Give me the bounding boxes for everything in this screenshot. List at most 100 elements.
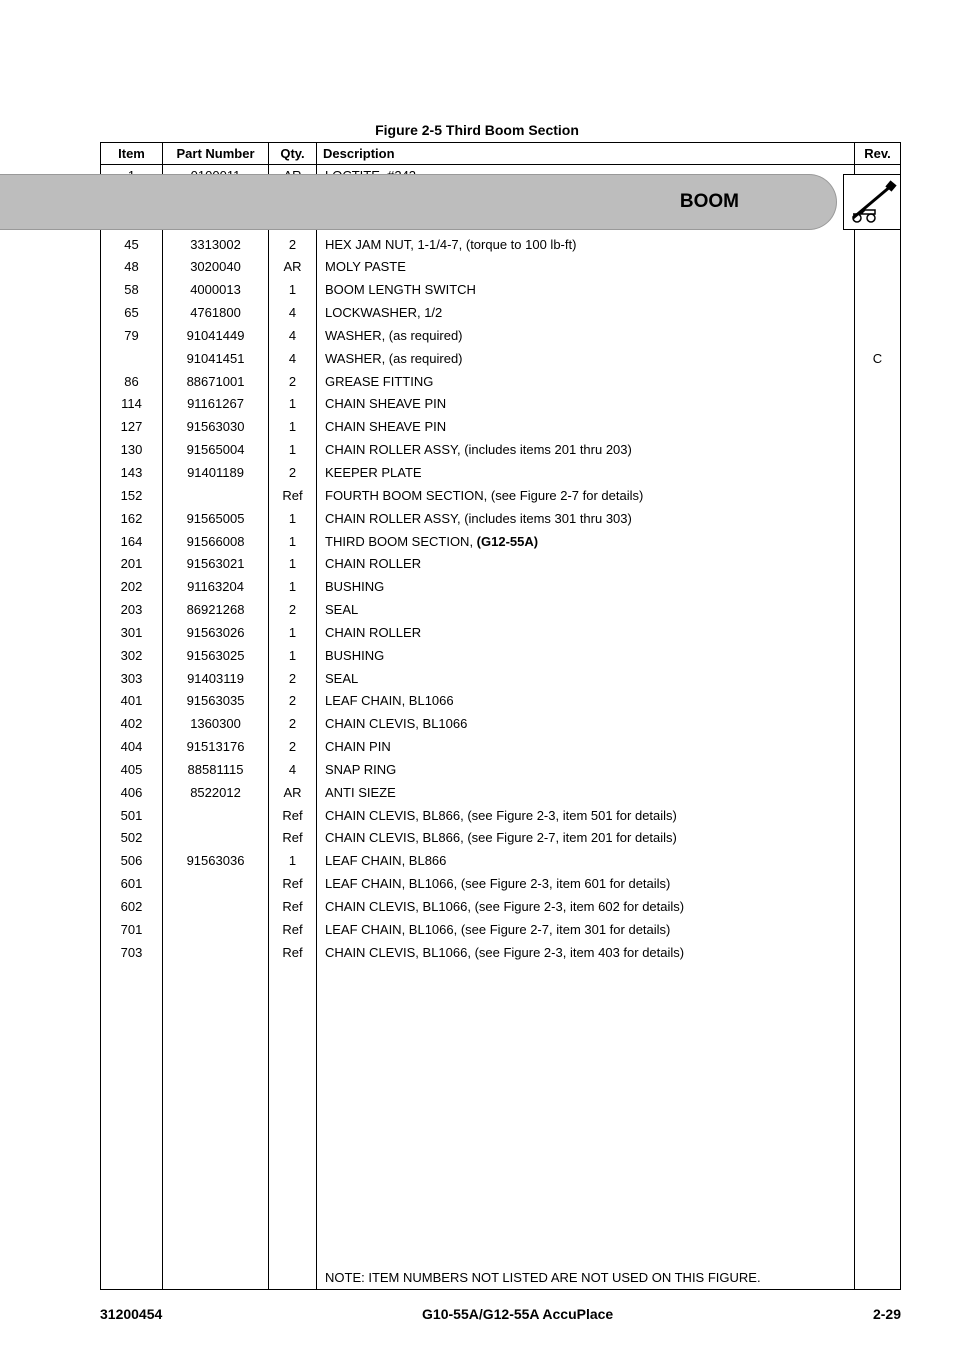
- cell-rev: [855, 942, 901, 965]
- footer-center: G10-55A/G12-55A AccuPlace: [422, 1306, 613, 1322]
- table-row: 701RefLEAF CHAIN, BL1066, (see Figure 2-…: [101, 919, 901, 942]
- cell-item: 45: [101, 234, 163, 257]
- cell-item: 130: [101, 439, 163, 462]
- cell-item: 506: [101, 850, 163, 873]
- cell-part: 91041451: [163, 348, 269, 371]
- table-header-row: Item Part Number Qty. Description Rev.: [101, 143, 901, 165]
- cell-desc: GREASE FITTING: [317, 371, 855, 394]
- cell-qty: 2: [269, 599, 317, 622]
- cell-item: 401: [101, 690, 163, 713]
- cell-rev: [855, 896, 901, 919]
- cell-rev: C: [855, 348, 901, 371]
- cell-part: 91401189: [163, 462, 269, 485]
- cell-desc: MOLY PASTE: [317, 256, 855, 279]
- cell-qty: 1: [269, 508, 317, 531]
- cell-item: 402: [101, 713, 163, 736]
- cell-desc: FOURTH BOOM SECTION, (see Figure 2-7 for…: [317, 485, 855, 508]
- cell-desc: LEAF CHAIN, BL866: [317, 850, 855, 873]
- cell-desc: CHAIN ROLLER ASSY, (includes items 301 t…: [317, 508, 855, 531]
- cell-qty: AR: [269, 256, 317, 279]
- table-row: 130915650041CHAIN ROLLER ASSY, (includes…: [101, 439, 901, 462]
- cell-item: 202: [101, 576, 163, 599]
- cell-qty: 1: [269, 439, 317, 462]
- cell-desc: CHAIN CLEVIS, BL1066: [317, 713, 855, 736]
- cell-part: 91565005: [163, 508, 269, 531]
- desc-bold-part: (G12-55A): [477, 534, 538, 549]
- cell-qty: 1: [269, 416, 317, 439]
- cell-part: 88671001: [163, 371, 269, 394]
- cell-rev: [855, 713, 901, 736]
- table-row: 483020040ARMOLY PASTE: [101, 256, 901, 279]
- cell-desc: BUSHING: [317, 645, 855, 668]
- table-row: 86886710012GREASE FITTING: [101, 371, 901, 394]
- header-curve: [797, 174, 837, 230]
- cell-item: 501: [101, 805, 163, 828]
- table-row: 202911632041BUSHING: [101, 576, 901, 599]
- cell-desc: CHAIN SHEAVE PIN: [317, 416, 855, 439]
- cell-desc: CHAIN CLEVIS, BL1066, (see Figure 2-3, i…: [317, 942, 855, 965]
- cell-qty: 2: [269, 668, 317, 691]
- cell-desc: CHAIN PIN: [317, 736, 855, 759]
- cell-qty: 4: [269, 759, 317, 782]
- cell-part: 3020040: [163, 256, 269, 279]
- footer-right: 2-29: [873, 1306, 901, 1322]
- cell-qty: 4: [269, 325, 317, 348]
- cell-desc: BUSHING: [317, 576, 855, 599]
- cell-item: 502: [101, 827, 163, 850]
- table-row: 4533130022HEX JAM NUT, 1-1/4-7, (torque …: [101, 234, 901, 257]
- cell-desc: LOCKWASHER, 1/2: [317, 302, 855, 325]
- cell-part: [163, 805, 269, 828]
- cell-item: 127: [101, 416, 163, 439]
- cell-part: [163, 827, 269, 850]
- cell-qty: 1: [269, 393, 317, 416]
- table-row: 164915660081THIRD BOOM SECTION, (G12-55A…: [101, 531, 901, 554]
- cell-part: 86921268: [163, 599, 269, 622]
- table-row: 5840000131BOOM LENGTH SWITCH: [101, 279, 901, 302]
- cell-item: 86: [101, 371, 163, 394]
- cell-desc: LEAF CHAIN, BL1066, (see Figure 2-3, ite…: [317, 873, 855, 896]
- cell-qty: 4: [269, 348, 317, 371]
- cell-item: 302: [101, 645, 163, 668]
- cell-desc: CHAIN CLEVIS, BL866, (see Figure 2-7, it…: [317, 827, 855, 850]
- cell-part: 91563025: [163, 645, 269, 668]
- cell-desc: CHAIN SHEAVE PIN: [317, 393, 855, 416]
- cell-rev: [855, 256, 901, 279]
- parts-table: Item Part Number Qty. Description Rev. 1…: [100, 142, 901, 1290]
- cell-part: 91513176: [163, 736, 269, 759]
- table-row: 405885811154SNAP RING: [101, 759, 901, 782]
- header-grey-bar: BOOM: [0, 174, 797, 230]
- table-row: 910414514WASHER, (as required)C: [101, 348, 901, 371]
- cell-part: 3313002: [163, 234, 269, 257]
- cell-desc: WASHER, (as required): [317, 348, 855, 371]
- cell-rev: [855, 690, 901, 713]
- cell-part: 1360300: [163, 713, 269, 736]
- table-row: 404915131762CHAIN PIN: [101, 736, 901, 759]
- col-header-qty: Qty.: [269, 143, 317, 165]
- cell-rev: [855, 827, 901, 850]
- cell-rev: [855, 622, 901, 645]
- cell-item: 152: [101, 485, 163, 508]
- cell-item: 404: [101, 736, 163, 759]
- cell-rev: [855, 805, 901, 828]
- cell-desc: SEAL: [317, 599, 855, 622]
- table-row: 79910414494WASHER, (as required): [101, 325, 901, 348]
- cell-item: 58: [101, 279, 163, 302]
- cell-item: [101, 348, 163, 371]
- cell-rev: [855, 759, 901, 782]
- section-title: BOOM: [680, 191, 739, 213]
- cell-desc: LEAF CHAIN, BL1066: [317, 690, 855, 713]
- cell-rev: [855, 645, 901, 668]
- cell-desc: CHAIN ROLLER ASSY, (includes items 201 t…: [317, 439, 855, 462]
- cell-desc: WASHER, (as required): [317, 325, 855, 348]
- cell-item: 65: [101, 302, 163, 325]
- cell-part: 91163204: [163, 576, 269, 599]
- cell-rev: [855, 553, 901, 576]
- cell-part: [163, 919, 269, 942]
- cell-qty: Ref: [269, 919, 317, 942]
- cell-item: 201: [101, 553, 163, 576]
- table-row: 602RefCHAIN CLEVIS, BL1066, (see Figure …: [101, 896, 901, 919]
- cell-qty: 2: [269, 462, 317, 485]
- cell-rev: [855, 873, 901, 896]
- cell-rev: [855, 439, 901, 462]
- cell-qty: Ref: [269, 485, 317, 508]
